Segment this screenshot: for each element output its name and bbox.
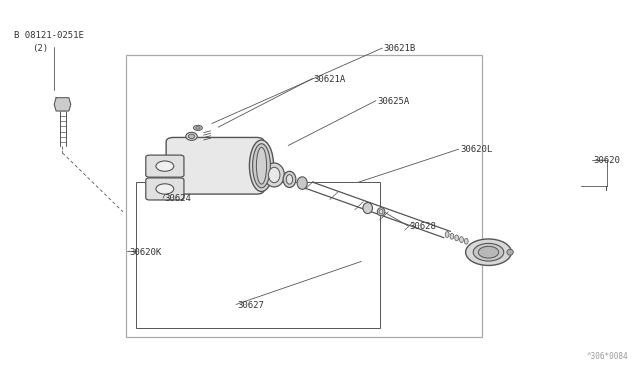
Text: 30620L: 30620L [460,145,492,154]
Ellipse shape [455,235,459,241]
Polygon shape [54,98,71,111]
Text: B 08121-0251E: B 08121-0251E [13,31,83,40]
Ellipse shape [379,209,383,214]
Circle shape [156,184,173,194]
Text: 30628: 30628 [409,222,436,231]
FancyBboxPatch shape [146,178,184,200]
Ellipse shape [188,134,195,138]
Ellipse shape [507,249,513,255]
Text: 30625A: 30625A [377,97,410,106]
Ellipse shape [466,239,511,266]
Text: 30621A: 30621A [314,75,346,84]
FancyBboxPatch shape [146,155,184,177]
Ellipse shape [297,177,307,189]
Text: 30621B: 30621B [383,44,416,52]
Text: 30627: 30627 [237,301,264,310]
Text: 30624: 30624 [164,195,191,203]
Ellipse shape [193,125,202,131]
Ellipse shape [465,238,468,244]
Circle shape [156,161,173,171]
Text: ^306*0084: ^306*0084 [587,352,628,361]
Text: 30620: 30620 [593,156,620,165]
Ellipse shape [473,243,504,261]
Ellipse shape [196,126,200,129]
Text: (2): (2) [33,44,49,52]
Ellipse shape [445,232,449,237]
Text: 30620K: 30620K [129,248,161,257]
Ellipse shape [363,202,372,214]
Ellipse shape [377,208,385,216]
Ellipse shape [283,171,296,187]
Ellipse shape [286,174,292,184]
Bar [126,55,482,337]
Ellipse shape [257,147,267,184]
Bar [136,182,380,328]
Ellipse shape [186,132,197,140]
FancyBboxPatch shape [166,137,264,194]
Ellipse shape [250,140,273,192]
Ellipse shape [253,144,271,188]
Ellipse shape [460,237,463,243]
Ellipse shape [264,163,284,187]
Circle shape [478,246,499,258]
Ellipse shape [269,167,280,183]
Ellipse shape [450,233,454,239]
